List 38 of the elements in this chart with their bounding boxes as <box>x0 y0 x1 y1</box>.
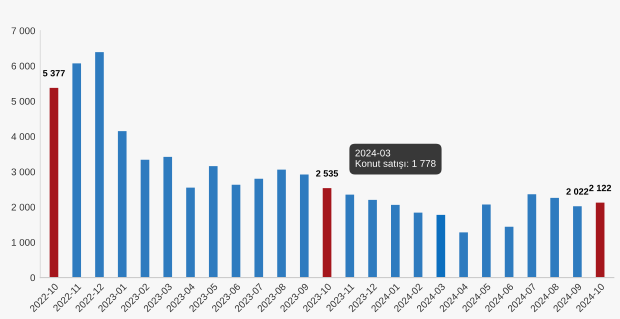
data-label: 2 022 <box>566 188 588 195</box>
bar <box>72 63 82 278</box>
y-tick-label: 5 000 <box>12 98 36 105</box>
bar <box>300 174 309 278</box>
bar <box>232 184 240 278</box>
bar <box>391 204 400 278</box>
y-tick-label: 4 000 <box>11 133 36 140</box>
data-label: 2 122 <box>589 184 612 192</box>
y-tick-label: 1 000 <box>12 238 36 246</box>
bar <box>50 88 58 278</box>
bar <box>573 206 582 278</box>
y-tick-label: 2 000 <box>12 204 36 211</box>
bar <box>208 166 218 278</box>
bar <box>414 212 422 278</box>
y-tick-label: 0 <box>30 274 36 282</box>
y-tick-label: 3 000 <box>11 168 36 176</box>
bar <box>140 160 150 278</box>
bar <box>254 178 264 278</box>
data-label: 5 377 <box>42 70 65 76</box>
bar <box>322 188 332 278</box>
data-label: 2 535 <box>316 170 338 177</box>
bar <box>482 204 491 278</box>
y-tick-label: 6 000 <box>12 62 36 70</box>
bar <box>436 214 446 278</box>
bar <box>95 52 104 278</box>
bar <box>528 194 536 278</box>
bar <box>459 232 468 278</box>
bar <box>596 202 604 278</box>
bar <box>277 170 286 278</box>
bar <box>368 200 377 278</box>
bar <box>186 188 195 278</box>
y-tick-label: 7 000 <box>12 27 36 34</box>
bar <box>163 156 172 278</box>
bar <box>345 194 354 278</box>
bar <box>550 198 559 278</box>
bar <box>504 226 514 278</box>
annotation: 2024-03 Konut satışı: 1 778 <box>355 150 436 169</box>
bar <box>118 131 127 278</box>
